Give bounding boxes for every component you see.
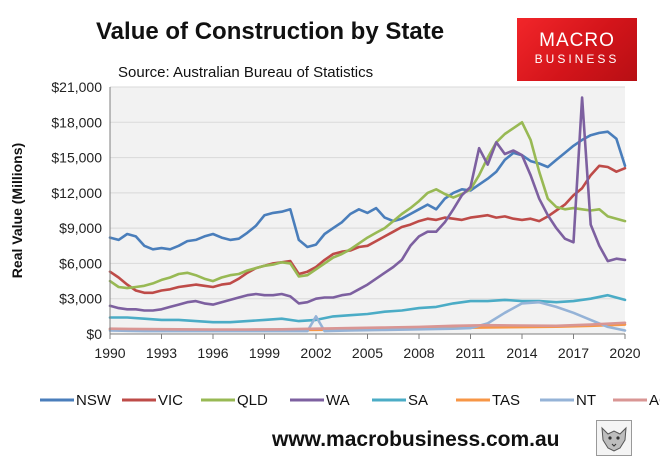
- macrobusiness-logo: MACRO BUSINESS: [517, 18, 637, 81]
- legend-label: QLD: [237, 392, 268, 409]
- series-line-nsw: [108, 130, 627, 251]
- website-url: www.macrobusiness.com.au: [272, 428, 560, 451]
- y-tick-label: $0: [86, 326, 102, 342]
- x-tick-label: 2011: [455, 345, 485, 361]
- y-axis-title: Real Value (Millions): [9, 143, 25, 278]
- x-tick-label: 1996: [197, 345, 228, 361]
- y-tick-label: $9,000: [59, 220, 102, 236]
- plot-background: [110, 87, 625, 334]
- x-tick-label: 2014: [506, 345, 537, 361]
- series-lines: [108, 96, 627, 333]
- legend-label: VIC: [158, 392, 183, 409]
- chart-subtitle: Source: Australian Bureau of Statistics: [118, 64, 374, 81]
- x-tick-label: 1990: [94, 345, 125, 361]
- axes: $0 $3,000 $6,000 $9,000 $12,000 $15,000 $18,00…: [9, 79, 641, 361]
- gridlines: [110, 86, 625, 300]
- legend-label: NSW: [76, 392, 112, 409]
- x-tick-label: 1999: [249, 345, 280, 361]
- chart-title: Value of Construction by State: [96, 18, 445, 45]
- wolf-emblem-icon: [596, 420, 632, 456]
- y-tick-label: $12,000: [51, 185, 102, 201]
- x-tick-label: 2008: [403, 345, 434, 361]
- x-tick-label: 1993: [146, 345, 177, 361]
- logo-line-1: MACRO: [539, 30, 615, 51]
- series-line-wa: [108, 96, 627, 312]
- legend-label: SA: [408, 392, 428, 409]
- x-tick-label: 2002: [300, 345, 331, 361]
- series-line-qld: [108, 121, 627, 290]
- y-tick-label: $6,000: [59, 255, 102, 271]
- x-tick-label: 2005: [352, 345, 383, 361]
- legend-label: ACT: [649, 392, 660, 409]
- series-line-nt: [108, 300, 627, 333]
- y-tick-label: $3,000: [59, 291, 102, 307]
- series-line-vic: [108, 164, 627, 295]
- legend: NSW VIC QLD WA SA TAS NT ACT: [40, 392, 660, 409]
- legend-label: NT: [576, 392, 596, 409]
- y-tick-label: $18,000: [51, 114, 102, 130]
- plot-area: [110, 87, 625, 334]
- y-tick-label: $15,000: [51, 150, 102, 166]
- logo-line-2: BUSINESS: [534, 52, 620, 66]
- series-line-act: [108, 321, 627, 331]
- legend-label: WA: [326, 392, 350, 409]
- x-tick-label: 2017: [558, 345, 589, 361]
- y-tick-label: $21,000: [51, 79, 102, 95]
- x-tick-label: 2020: [609, 345, 640, 361]
- legend-label: TAS: [492, 392, 520, 409]
